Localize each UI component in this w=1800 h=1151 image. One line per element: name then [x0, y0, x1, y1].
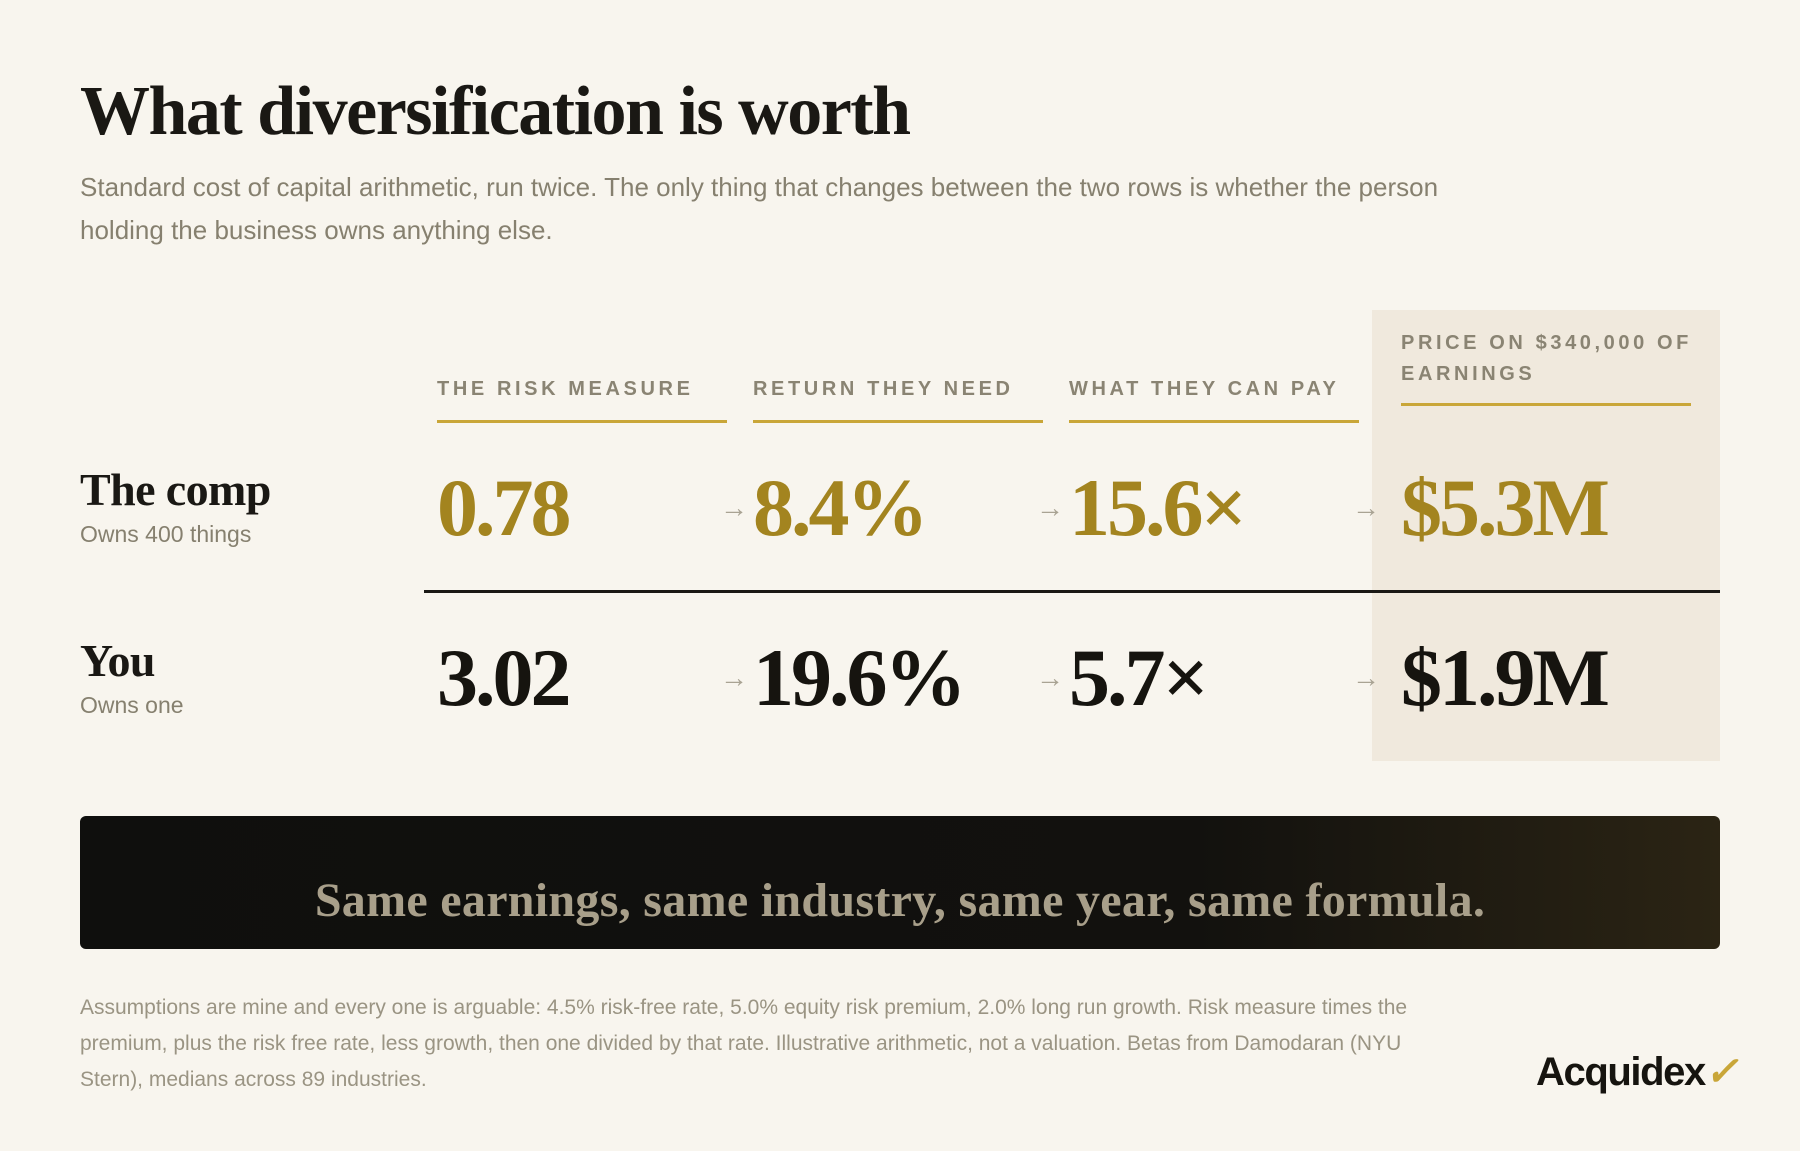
you-multiple: 5.7× [1069, 632, 1209, 723]
row-label-you: You Owns one [80, 636, 184, 719]
arrow-icon: → [1036, 492, 1064, 523]
comp-risk-measure: 0.78 [437, 462, 571, 553]
row-name: You [80, 635, 156, 686]
column-rule [437, 420, 727, 423]
you-price: $1.9M [1401, 632, 1610, 723]
price-column-highlight [1372, 310, 1720, 761]
arrow-icon: → [1352, 662, 1380, 693]
column-header-price: PRICE ON $340,000 OF EARNINGS [1401, 332, 1692, 385]
page-title: What diversification is worth [80, 73, 911, 150]
row-name: The comp [80, 464, 271, 515]
column-rule [753, 420, 1043, 423]
row-divider [424, 590, 1720, 593]
summary-banner: Same earnings, same industry, same year,… [80, 816, 1720, 949]
you-return-needed: 19.6% [753, 632, 966, 723]
column-rule [1069, 420, 1359, 423]
brand-logo: Acquidex✓ [1536, 1048, 1739, 1096]
column-rule [1401, 403, 1691, 406]
arrow-icon: → [1352, 492, 1380, 523]
comp-multiple: 15.6× [1069, 462, 1247, 553]
logo-text: Acquidex [1536, 1050, 1706, 1094]
check-mark-icon: ✓ [1704, 1050, 1739, 1094]
comp-price: $5.3M [1401, 462, 1610, 553]
comp-return-needed: 8.4% [753, 462, 928, 553]
page-subtitle: Standard cost of capital arithmetic, run… [80, 172, 1439, 245]
column-header-what-they-pay: WHAT THEY CAN PAY [1069, 378, 1340, 400]
column-header-return-needed: RETURN THEY NEED [753, 378, 1014, 400]
footnote: Assumptions are mine and every one is ar… [80, 996, 1408, 1091]
arrow-icon: → [1036, 662, 1064, 693]
row-subtext: Owns 400 things [80, 521, 252, 547]
banner-text: Same earnings, same industry, same year,… [314, 874, 1486, 927]
you-risk-measure: 3.02 [437, 632, 571, 723]
arrow-icon: → [720, 492, 748, 523]
row-label-comp: The comp Owns 400 things [80, 465, 271, 548]
column-header-risk-measure: THE RISK MEASURE [437, 378, 694, 400]
arrow-icon: → [720, 662, 748, 693]
row-subtext: Owns one [80, 692, 184, 718]
